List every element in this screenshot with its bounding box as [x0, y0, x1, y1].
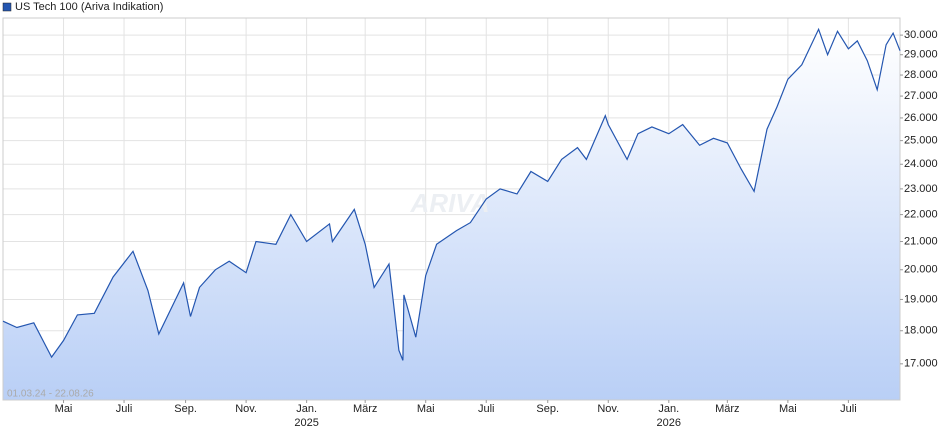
x-tick-label: Jan. [296, 403, 317, 415]
y-tick-label: 28.000 [904, 69, 938, 81]
area [3, 29, 900, 401]
x-tick-label: Sep. [536, 403, 559, 415]
y-tick-label: 24.000 [904, 158, 938, 170]
x-tick-label: Sep. [174, 403, 197, 415]
x-year-label: 2026 [657, 417, 681, 429]
y-tick-label: 23.000 [904, 183, 938, 195]
x-tick-label: März [715, 403, 739, 415]
line [2, 27, 901, 361]
y-tick-label: 19.000 [904, 293, 938, 305]
x-tick-label: März [353, 403, 377, 415]
watermark: ARIVA [410, 188, 490, 218]
y-tick-label: 30.000 [904, 29, 938, 41]
y-tick-label: 18.000 [904, 325, 938, 337]
x-year-label: 2025 [294, 417, 318, 429]
legend-label: US Tech 100 (Ariva Indikation) [15, 1, 163, 13]
x-tick-label: Mai [55, 403, 73, 415]
x-tick-label: Nov. [235, 403, 257, 415]
y-tick-label: 29.000 [904, 49, 938, 61]
y-tick-label: 20.000 [904, 264, 938, 276]
y-tick-label: 21.000 [904, 235, 938, 247]
x-tick-label: Mai [417, 403, 435, 415]
range-label: 01.03.24 - 22.08.26 [7, 389, 94, 400]
x-tick-label: Nov. [597, 403, 619, 415]
x-tick-label: Mai [779, 403, 797, 415]
y-tick-label: 27.000 [904, 90, 938, 102]
plot-frame [2, 17, 901, 401]
y-tick-label: 26.000 [904, 112, 938, 124]
y-tick-label: 25.000 [904, 135, 938, 147]
y-tick-label: 17.000 [904, 358, 938, 370]
x-tick-label: Jan. [658, 403, 679, 415]
x-tick-label: Juli [840, 403, 857, 415]
legend-swatch [2, 2, 12, 12]
x-tick-label: Juli [478, 403, 495, 415]
y-tick-label: 22.000 [904, 209, 938, 221]
x-tick-label: Juli [116, 403, 133, 415]
